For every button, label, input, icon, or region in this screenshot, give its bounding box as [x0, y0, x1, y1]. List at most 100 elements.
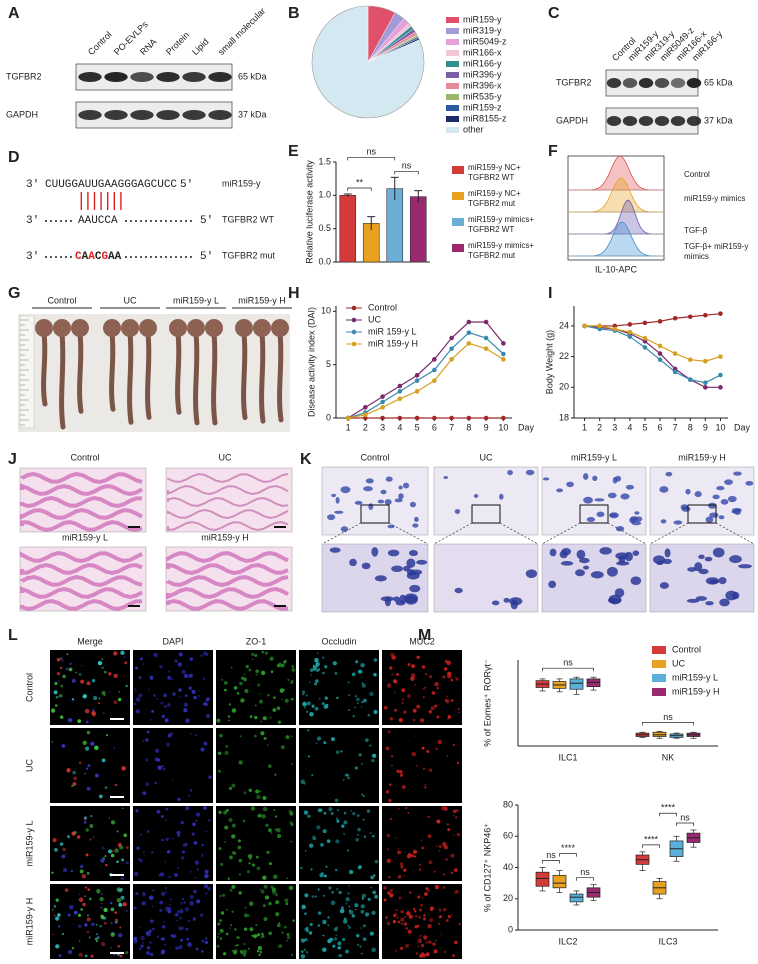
goblet-cell: [380, 489, 387, 495]
if-signal: [181, 897, 185, 901]
if-signal: [321, 702, 325, 706]
legend-swatch: [652, 646, 666, 654]
if-signal: [396, 673, 400, 676]
if-signal: [447, 671, 452, 676]
if-signal: [120, 650, 125, 656]
if-signal: [456, 761, 460, 764]
if-signal: [356, 933, 360, 938]
if-signal: [86, 786, 91, 791]
significance-label: ****: [661, 803, 676, 813]
if-signal: [347, 681, 350, 684]
if-signal: [149, 675, 154, 680]
if-signal: [61, 744, 66, 748]
if-signal: [171, 678, 174, 681]
if-signal: [348, 909, 354, 915]
data-point: [397, 389, 403, 394]
if-signal: [264, 651, 268, 655]
if-signal: [416, 704, 421, 709]
goblet-cell: [335, 497, 340, 504]
seq-dot: [50, 256, 52, 258]
if-signal: [52, 837, 57, 843]
if-signal: [221, 679, 224, 681]
if-signal: [361, 683, 366, 688]
if-signal: [437, 739, 443, 745]
if-signal: [51, 741, 54, 743]
goblet-cell: [327, 514, 336, 521]
channel-label: Merge: [77, 636, 103, 646]
if-signal: [405, 806, 408, 810]
if-signal: [323, 704, 329, 709]
seq-name: TGFBR2 mut: [222, 250, 276, 260]
if-signal: [277, 720, 282, 724]
seq-suffix: 5': [200, 251, 213, 263]
goblet-cell: [590, 571, 604, 579]
if-signal: [124, 661, 128, 665]
if-signal: [90, 741, 95, 746]
panel-label: G: [8, 285, 20, 302]
tissue-fold: [20, 586, 143, 600]
if-signal: [363, 698, 367, 703]
if-signal: [193, 695, 197, 700]
if-signal: [434, 939, 437, 942]
if-signal: [317, 808, 322, 813]
if-signal: [240, 949, 243, 953]
blot-band: [78, 110, 102, 120]
if-signal: [96, 889, 101, 894]
if-signal: [254, 655, 257, 657]
data-point: [582, 323, 587, 329]
if-signal: [233, 851, 237, 856]
if-signal: [255, 855, 259, 859]
if-signal: [257, 683, 261, 687]
if-signal: [203, 806, 207, 810]
mut-part: AA: [108, 251, 122, 263]
if-signal: [452, 809, 457, 814]
legend-swatch: [652, 660, 666, 668]
if-signal: [425, 673, 428, 676]
legend-swatch: [446, 17, 459, 23]
if-signal: [225, 745, 228, 748]
if-signal: [446, 919, 449, 922]
y-tick-label: 0: [326, 412, 331, 422]
goblet-cell: [731, 508, 742, 513]
if-signal: [110, 947, 112, 949]
goblet-cell: [561, 547, 572, 556]
if-signal: [184, 694, 188, 698]
legend-label: UC: [368, 314, 381, 324]
if-signal: [247, 870, 251, 874]
significance-bracket: [347, 156, 396, 161]
if-signal: [220, 862, 224, 867]
mut-part: C: [95, 251, 102, 263]
if-signal: [110, 932, 115, 937]
if-signal: [172, 692, 176, 696]
if-signal: [456, 833, 460, 837]
if-signal: [420, 839, 423, 841]
if-signal: [95, 923, 98, 926]
if-signal: [269, 716, 272, 719]
significance-label: ns: [563, 658, 573, 668]
if-signal: [99, 896, 104, 902]
seq-dot: [130, 220, 132, 222]
if-signal: [228, 703, 232, 706]
if-signal: [187, 942, 192, 947]
goblet-cell: [631, 521, 642, 526]
if-signal: [292, 919, 295, 922]
if-signal: [113, 746, 115, 749]
cecum: [103, 319, 121, 337]
if-signal: [455, 816, 458, 819]
if-signal: [456, 809, 459, 812]
if-signal: [84, 923, 88, 927]
if-signal: [178, 926, 183, 931]
if-signal: [67, 913, 71, 917]
if-signal: [110, 921, 113, 925]
if-signal: [291, 762, 294, 766]
if-signal: [421, 665, 426, 669]
if-signal: [104, 855, 107, 858]
if-signal: [119, 845, 124, 850]
if-signal: [71, 784, 74, 788]
if-signal: [201, 950, 204, 953]
legend-swatch: [452, 244, 464, 252]
if-signal: [85, 746, 90, 751]
if-signal: [64, 853, 67, 855]
colon: [41, 331, 48, 407]
if-signal: [231, 823, 236, 828]
